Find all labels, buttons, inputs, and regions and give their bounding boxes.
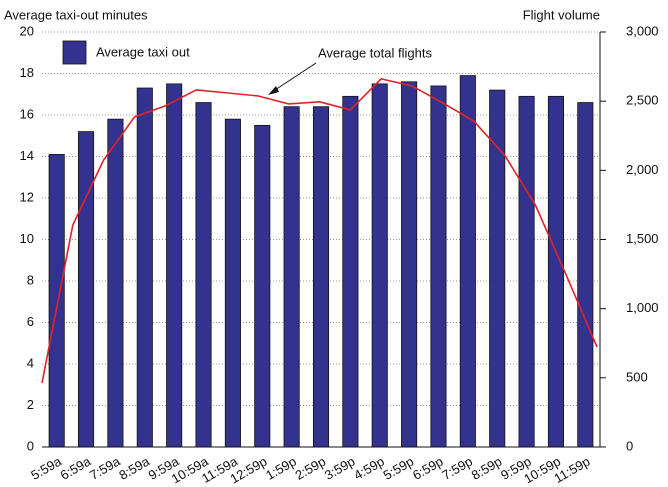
y2-tick-label: 2,000 [626,162,659,177]
y-tick-label: 10 [20,231,34,246]
bar [254,124,271,448]
legend-label: Average taxi out [96,44,190,59]
annotation: Average total flights [318,45,432,60]
y2-tick-label: 500 [626,369,648,384]
bar [78,131,95,448]
y2-tick-label: 3,000 [626,23,659,38]
y-tick-label: 6 [27,314,34,329]
y2-axis-label: Flight volume [523,7,600,22]
y-tick-label: 4 [27,355,34,370]
bar [371,83,388,448]
y-tick-label: 14 [20,148,34,163]
bar [489,89,506,448]
y2-tick-label: 2,500 [626,93,659,108]
bar [459,75,476,448]
y-tick-label: 2 [27,397,34,412]
bar [136,87,153,448]
bar [166,83,183,448]
y2-tick-label: 1,500 [626,231,659,246]
bar [577,102,594,448]
y-tick-label: 18 [20,65,34,80]
bar [283,106,300,448]
bar [195,102,212,448]
y-tick-label: 8 [27,272,34,287]
bar [224,118,241,448]
arrow-head [268,86,279,95]
y-tick-label: 12 [20,189,34,204]
bar [48,154,65,448]
line-series [41,78,598,384]
bar [312,106,330,448]
y2-tick-label: 1,000 [626,300,659,315]
bar [342,95,359,448]
y-axis-label: Average taxi-out minutes [4,7,148,22]
legend-swatch [62,40,87,65]
bar [401,81,418,448]
annotation-arrow [271,62,317,93]
y2-tick-label: 0 [626,438,633,453]
bar [518,95,535,448]
y-tick-label: 20 [20,23,34,38]
bar [430,85,447,448]
bar [107,118,124,448]
bar [547,95,564,448]
y-tick-label: 0 [27,438,34,453]
y-tick-label: 16 [20,106,34,121]
